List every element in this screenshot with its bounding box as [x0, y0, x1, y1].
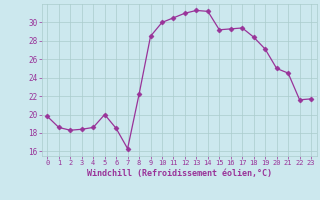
X-axis label: Windchill (Refroidissement éolien,°C): Windchill (Refroidissement éolien,°C) [87, 169, 272, 178]
